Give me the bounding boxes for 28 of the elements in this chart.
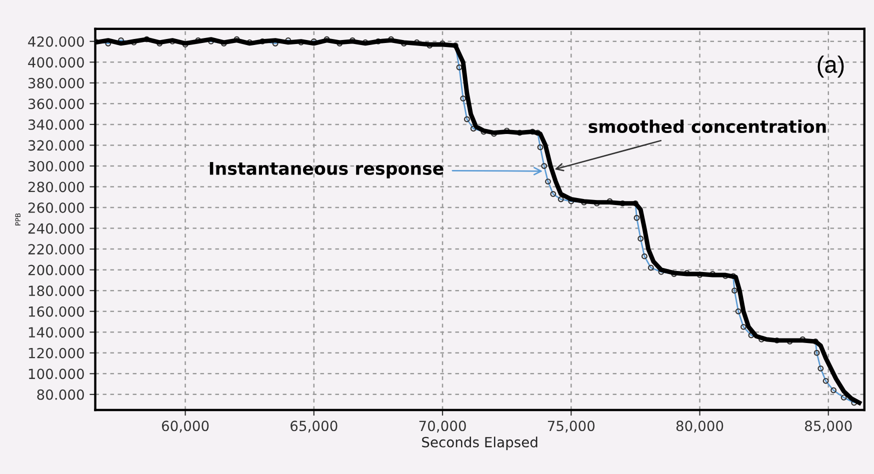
x-tick-label: 80,000 — [676, 420, 724, 433]
y-tick-label: 160.000 — [28, 306, 84, 317]
x-tick-label: 85,000 — [805, 420, 852, 433]
y-tick-label: 100.000 — [28, 368, 84, 380]
y-tick-label: 120.000 — [28, 348, 84, 358]
y-tick-label: 200.000 — [28, 264, 84, 276]
y-tick-label: 360.000 — [28, 98, 84, 110]
annotation: smoothed concentration — [588, 120, 826, 134]
y-tick-label: 300.000 — [28, 160, 84, 172]
y-tick-label: 220.000 — [28, 244, 84, 255]
y-tick-label: 180.000 — [28, 286, 84, 296]
y-tick-label: 380.000 — [28, 78, 84, 88]
annotation: Instantaneous response — [210, 162, 444, 178]
x-tick-label: 65,000 — [290, 420, 338, 433]
x-tick-label: 75,000 — [548, 420, 595, 433]
x-tick-label: 60,000 — [162, 420, 209, 433]
x-tick-label: 70,000 — [419, 420, 466, 433]
x-axis-title: Seconds Elapsed — [422, 436, 538, 450]
y-tick-label: 240.000 — [28, 223, 84, 234]
y-tick-label: 260.000 — [28, 202, 84, 213]
y-tick-label: 340.000 — [28, 119, 84, 130]
y-tick-label: 400.000 — [28, 57, 84, 68]
y-tick-label: 280.000 — [28, 182, 84, 192]
y-tick-label: 140.000 — [28, 327, 84, 338]
text: (a) — [818, 56, 844, 78]
y-tick-label: 320.000 — [28, 140, 84, 151]
y-tick-label: 420.000 — [28, 36, 84, 47]
y-tick-label: 80.000 — [37, 389, 84, 400]
